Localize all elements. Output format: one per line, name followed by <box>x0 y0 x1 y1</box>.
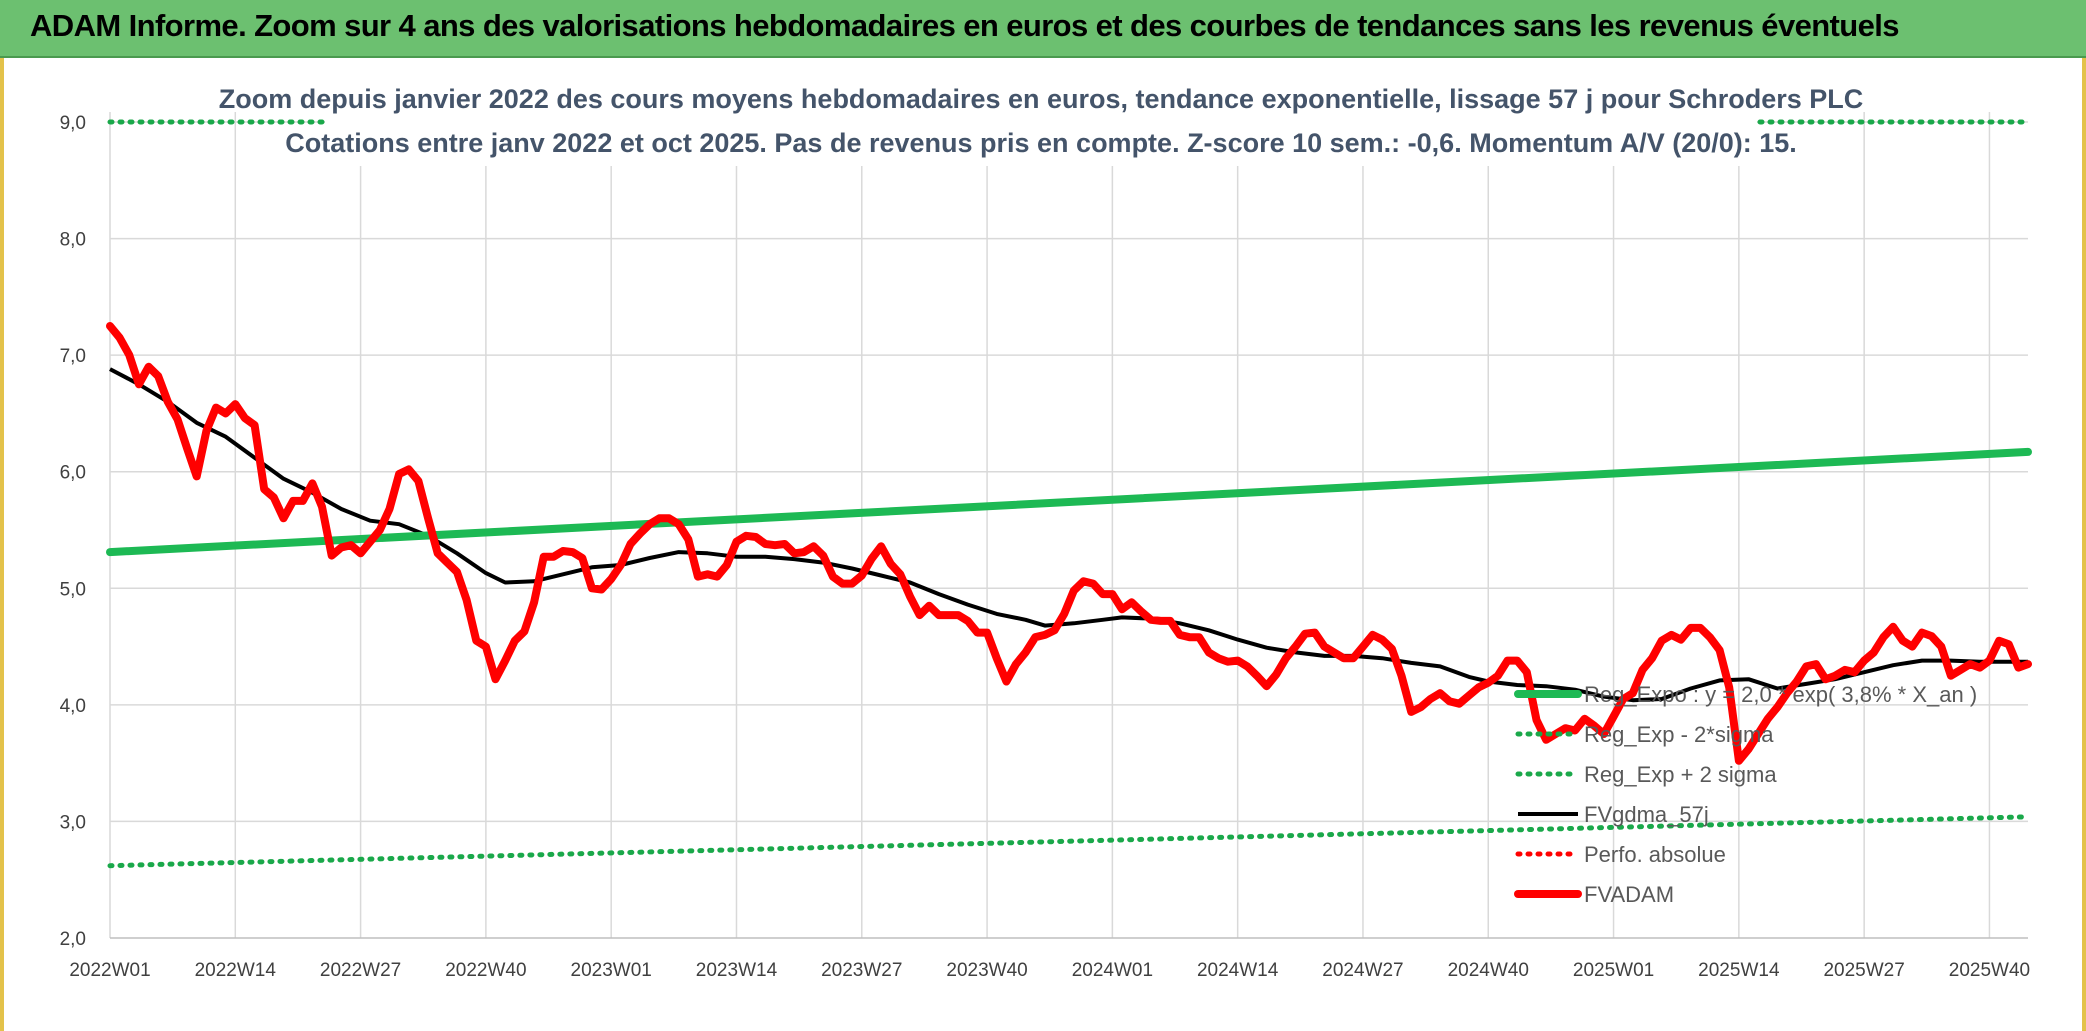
x-tick-label: 2023W01 <box>571 960 652 981</box>
legend-label: Perfo. absolue <box>1584 842 1726 867</box>
x-tick-label: 2022W27 <box>320 960 401 981</box>
y-tick-label: 5,0 <box>60 579 86 600</box>
title-background <box>325 78 1757 166</box>
chart-subtitle: Cotations entre janv 2022 et oct 2025. P… <box>285 128 1797 158</box>
series-line-regexpo <box>106 447 2032 557</box>
legend-label: FVgdma_57j <box>1584 802 1709 827</box>
series-layer <box>106 119 2032 869</box>
chart-title: Zoom depuis janvier 2022 des cours moyen… <box>219 84 1864 114</box>
y-tick-label: 4,0 <box>60 696 86 717</box>
legend-layer: Reg_Expo : y = 2,0 * exp( 3,8% * X_an ) R… <box>1514 682 1977 907</box>
x-tick-label: 2022W01 <box>69 960 150 981</box>
x-tick-label: 2024W27 <box>1322 960 1403 981</box>
x-tick-label: 2023W40 <box>946 960 1027 981</box>
title-layer: Zoom depuis janvier 2022 des cours moyen… <box>219 78 1864 166</box>
y-tick-label: 3,0 <box>60 812 86 833</box>
x-tick-label: 2024W14 <box>1197 960 1279 981</box>
x-tick-label: 2024W40 <box>1448 960 1529 981</box>
x-tick-label: 2025W14 <box>1698 960 1780 981</box>
series-line-regexp <box>107 814 2031 869</box>
x-tick-label: 2022W14 <box>195 960 277 981</box>
banner-title: ADAM Informe. Zoom sur 4 ans des valoris… <box>30 8 1900 43</box>
axis-layer: 2,0 3,0 4,0 5,0 6,0 7,0 8,0 9,0 2022W01 2022W14 20… <box>60 113 2031 981</box>
legend-label: Reg_Exp + 2 sigma <box>1584 762 1777 787</box>
y-tick-label: 9,0 <box>60 113 86 134</box>
x-tick-label: 2022W40 <box>445 960 526 981</box>
legend-label: Reg_Expo : y = 2,0 * exp( 3,8% * X_an ) <box>1584 682 1977 707</box>
x-tick-label: 2023W14 <box>696 960 778 981</box>
x-tick-label: 2024W01 <box>1072 960 1153 981</box>
y-tick-label: 2,0 <box>60 929 86 950</box>
legend-label: FVADAM <box>1584 882 1674 907</box>
series-line-fvadam <box>106 322 2032 765</box>
banner: ADAM Informe. Zoom sur 4 ans des valoris… <box>0 0 2086 58</box>
x-tick-label: 2025W01 <box>1573 960 1654 981</box>
y-tick-label: 8,0 <box>60 230 86 251</box>
legend-label: Reg_Exp - 2*sigma <box>1584 722 1774 747</box>
y-tick-label: 6,0 <box>60 463 86 484</box>
x-tick-label: 2025W27 <box>1823 960 1904 981</box>
x-tick-label: 2025W40 <box>1949 960 2030 981</box>
y-tick-label: 7,0 <box>60 346 86 367</box>
x-tick-label: 2023W27 <box>821 960 902 981</box>
